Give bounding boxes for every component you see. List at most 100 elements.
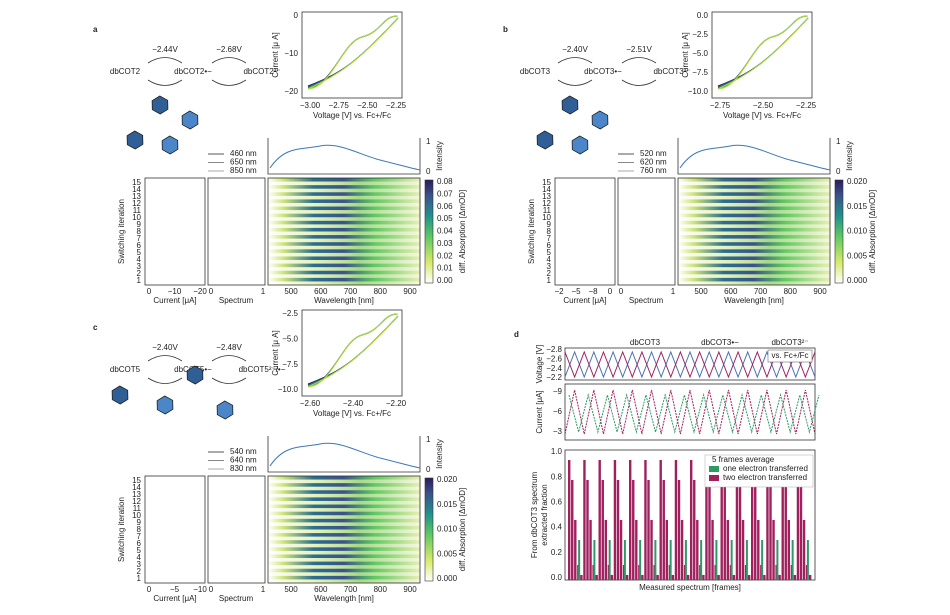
heatmap-row xyxy=(678,210,830,214)
colorbar-label: diff. Absorption [ΔmOD] xyxy=(458,190,467,273)
bar xyxy=(571,480,574,580)
bar xyxy=(625,575,629,580)
x-tick-label: 0 xyxy=(209,287,214,296)
x-tick-label: −10 xyxy=(168,287,182,296)
molecule-ring xyxy=(561,95,579,115)
potential: −2.68V xyxy=(216,45,242,54)
x-tick-label: −5 xyxy=(571,287,581,296)
species: dbCOT5²⁻/•− xyxy=(239,365,286,374)
heatmap-row xyxy=(268,518,420,523)
cv-axes xyxy=(711,11,813,99)
colorbar-tick-label: 0.00 xyxy=(437,276,453,285)
legend-swatch xyxy=(709,466,719,472)
heatmap-row xyxy=(268,260,420,264)
y-tick-label: 12 xyxy=(132,497,141,506)
bar xyxy=(693,480,696,580)
y-tick-label: 2 xyxy=(547,269,552,278)
x-tick-label: −5 xyxy=(170,585,180,594)
y-tick-label: 14 xyxy=(542,185,551,194)
colorbar xyxy=(424,477,434,582)
bar xyxy=(757,520,760,580)
bar xyxy=(613,460,617,580)
bar xyxy=(644,460,647,580)
x-axis-label: Current [μA] xyxy=(153,296,196,305)
legend-label: 650 nm xyxy=(230,158,257,167)
bar xyxy=(723,480,726,580)
heatmap-row xyxy=(678,202,830,207)
y-axis-label: From dbCOT3 spectrum xyxy=(530,472,539,559)
arrow xyxy=(557,79,593,86)
y-axis-label: extracted fraction xyxy=(540,484,549,545)
y-tick-label: 7 xyxy=(547,234,552,243)
y-tick-label: 1.0 xyxy=(551,447,563,456)
bar xyxy=(647,480,650,580)
heatmap-row xyxy=(268,270,420,275)
x-tick-label: 700 xyxy=(344,585,358,594)
bar xyxy=(796,460,800,580)
potential: −2.48V xyxy=(216,343,242,352)
current-trace xyxy=(564,389,816,435)
y-tick-label: 0.0 xyxy=(551,573,563,582)
x-tick-label: 900 xyxy=(403,287,417,296)
y-tick-label: 0.0 xyxy=(697,11,709,20)
heatmap-row xyxy=(678,270,830,275)
heatmap-row xyxy=(678,231,830,236)
arrow xyxy=(147,355,183,362)
bar xyxy=(732,575,736,580)
x-tick-label: −2.40 xyxy=(343,399,364,408)
tick-label: 0 xyxy=(426,465,431,474)
heatmap-row xyxy=(678,220,830,225)
molecule-ring xyxy=(126,130,144,150)
cv-trace xyxy=(307,15,399,87)
x-tick-label: 0 xyxy=(147,287,152,296)
legend-label: one electron transferred xyxy=(723,464,808,473)
heatmap-row xyxy=(268,554,420,559)
heatmap-row xyxy=(678,245,830,250)
heatmap-row xyxy=(268,525,420,530)
bar xyxy=(669,540,672,580)
bar xyxy=(671,575,675,580)
bar xyxy=(619,520,623,580)
y-tick-label: 13 xyxy=(542,192,551,201)
bar xyxy=(745,540,748,580)
bar xyxy=(778,575,781,580)
heatmap-row xyxy=(268,561,420,566)
bar xyxy=(754,480,757,580)
heatmap-row xyxy=(268,206,420,211)
y-tick-label: −2.8 xyxy=(546,345,562,354)
x-tick-label: 1 xyxy=(261,585,266,594)
bar xyxy=(791,540,794,580)
bar xyxy=(662,480,665,580)
y-tick-label: 11 xyxy=(543,206,552,215)
bar xyxy=(665,520,668,580)
bar xyxy=(799,480,803,580)
y-tick-label: 11 xyxy=(133,504,142,513)
heatmap-row xyxy=(678,263,830,268)
heatmap-row xyxy=(268,479,420,484)
bar xyxy=(608,540,611,580)
x-axis-label: Spectrum xyxy=(219,296,254,305)
bar xyxy=(735,460,739,580)
y-tick-label: 13 xyxy=(132,192,141,201)
y-tick-label: 8 xyxy=(137,227,142,236)
species: dbCOT3²⁻ xyxy=(771,338,808,347)
voltage-axes xyxy=(564,347,816,381)
legend-box xyxy=(704,454,814,488)
y-tick-label: 12 xyxy=(132,199,141,208)
y-tick-label: −2.4 xyxy=(546,364,562,373)
heatmap-row xyxy=(268,558,420,562)
y-tick-label: 8 xyxy=(137,525,142,534)
tick-label: 0 xyxy=(426,167,431,176)
y-tick-label: 1 xyxy=(137,574,142,583)
molecule-ring xyxy=(571,135,589,155)
subplot-axes xyxy=(207,475,266,584)
legend-label: 830 nm xyxy=(230,464,257,473)
potential: −2.40V xyxy=(152,343,178,352)
x-tick-label: 0 xyxy=(209,585,214,594)
intensity-curve xyxy=(679,144,831,171)
y-axis-label: Current [μ A] xyxy=(271,32,280,78)
bar xyxy=(654,540,657,580)
x-axis-label: Voltage [V] vs. Fc+/Fc xyxy=(723,111,801,120)
heatmap-row xyxy=(268,249,420,254)
heatmap-row xyxy=(268,536,420,541)
